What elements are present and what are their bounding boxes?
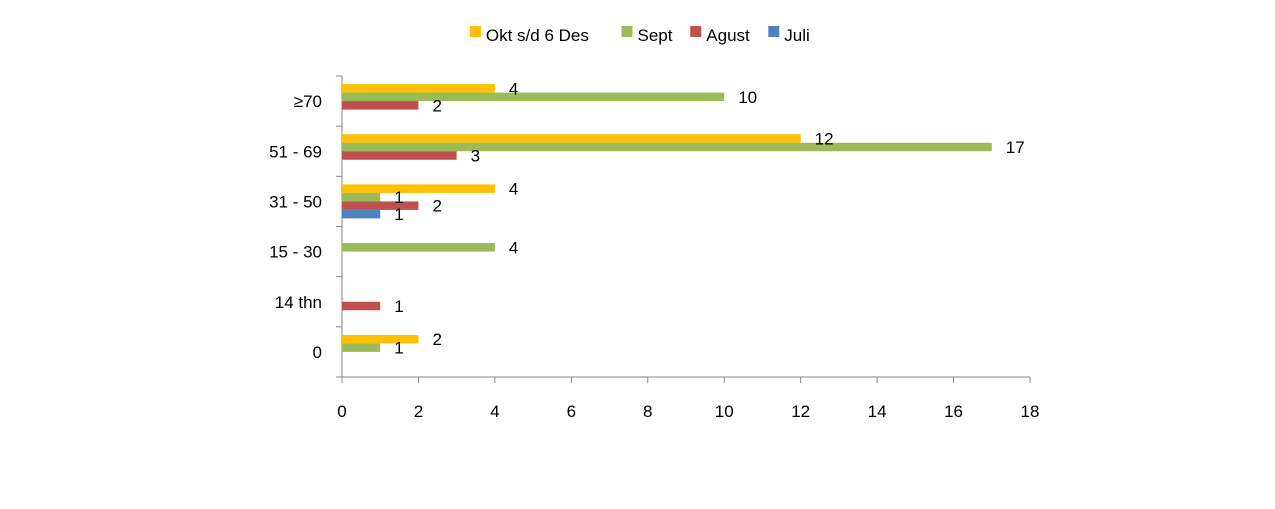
x-tick-label: 14 xyxy=(868,402,887,421)
x-tick-label: 6 xyxy=(567,402,576,421)
data-label-agust: 2 xyxy=(432,96,441,115)
data-label-okt-s-d-6-des: 12 xyxy=(815,130,834,149)
y-tick-label: 0 xyxy=(313,343,322,362)
x-tick-label: 10 xyxy=(715,402,734,421)
bars xyxy=(342,84,992,352)
bar-agust xyxy=(342,101,419,110)
legend: Okt s/d 6 Des Sept Agust Juli xyxy=(469,26,810,45)
data-label-agust: 3 xyxy=(471,147,480,166)
data-label-sept: 1 xyxy=(394,339,403,358)
y-tick-label: 31 - 50 xyxy=(269,192,322,211)
data-label-okt-s-d-6-des: 2 xyxy=(432,330,441,349)
legend-label-sept: Sept xyxy=(638,26,673,45)
x-tick-label: 0 xyxy=(337,402,346,421)
bar-okt-s-d-6-des xyxy=(342,334,419,344)
data-label-agust: 1 xyxy=(394,297,403,316)
x-tick-label: 18 xyxy=(1021,402,1040,421)
bar-agust xyxy=(342,201,419,210)
data-label-sept: 4 xyxy=(509,238,518,257)
bar-sept xyxy=(342,243,495,252)
y-tick-label: 15 - 30 xyxy=(269,243,322,262)
bar-juli xyxy=(342,209,381,219)
data-label-sept: 1 xyxy=(394,188,403,207)
legend-swatch-okt-s-d-6-des xyxy=(469,26,481,37)
y-tick-label: 14 thn xyxy=(275,293,322,312)
legend-label-juli: Juli xyxy=(784,26,810,45)
x-tick-label: 12 xyxy=(791,402,810,421)
data-label-okt-s-d-6-des: 4 xyxy=(509,79,518,98)
data-label-sept: 10 xyxy=(738,88,757,107)
data-label-okt-s-d-6-des: 4 xyxy=(509,180,518,199)
legend-label-okt-s-d-6-des: Okt s/d 6 Des xyxy=(486,26,589,45)
data-label-juli: 1 xyxy=(394,205,403,224)
x-tick-label: 16 xyxy=(944,402,963,421)
x-tick-label: 2 xyxy=(414,402,423,421)
x-tick-label: 8 xyxy=(643,402,652,421)
x-tick-label: 4 xyxy=(490,402,499,421)
bar-agust xyxy=(342,301,381,311)
legend-swatch-juli xyxy=(768,26,780,37)
legend-swatch-agust xyxy=(690,26,702,37)
data-label-agust: 2 xyxy=(432,197,441,216)
bar-sept xyxy=(342,142,992,152)
data-label-sept: 17 xyxy=(1006,138,1025,157)
bar-okt-s-d-6-des xyxy=(342,184,495,193)
legend-label-agust: Agust xyxy=(706,26,750,45)
bar-okt-s-d-6-des xyxy=(342,84,495,93)
y-tick-label: 51 - 69 xyxy=(269,142,322,161)
bar-sept xyxy=(342,192,381,202)
y-tick-label: ≥70 xyxy=(294,92,322,111)
bar-agust xyxy=(342,151,457,160)
bar-sept xyxy=(342,92,725,102)
bar-okt-s-d-6-des xyxy=(342,134,801,143)
legend-swatch-sept xyxy=(621,26,633,37)
bar-sept xyxy=(342,343,381,352)
